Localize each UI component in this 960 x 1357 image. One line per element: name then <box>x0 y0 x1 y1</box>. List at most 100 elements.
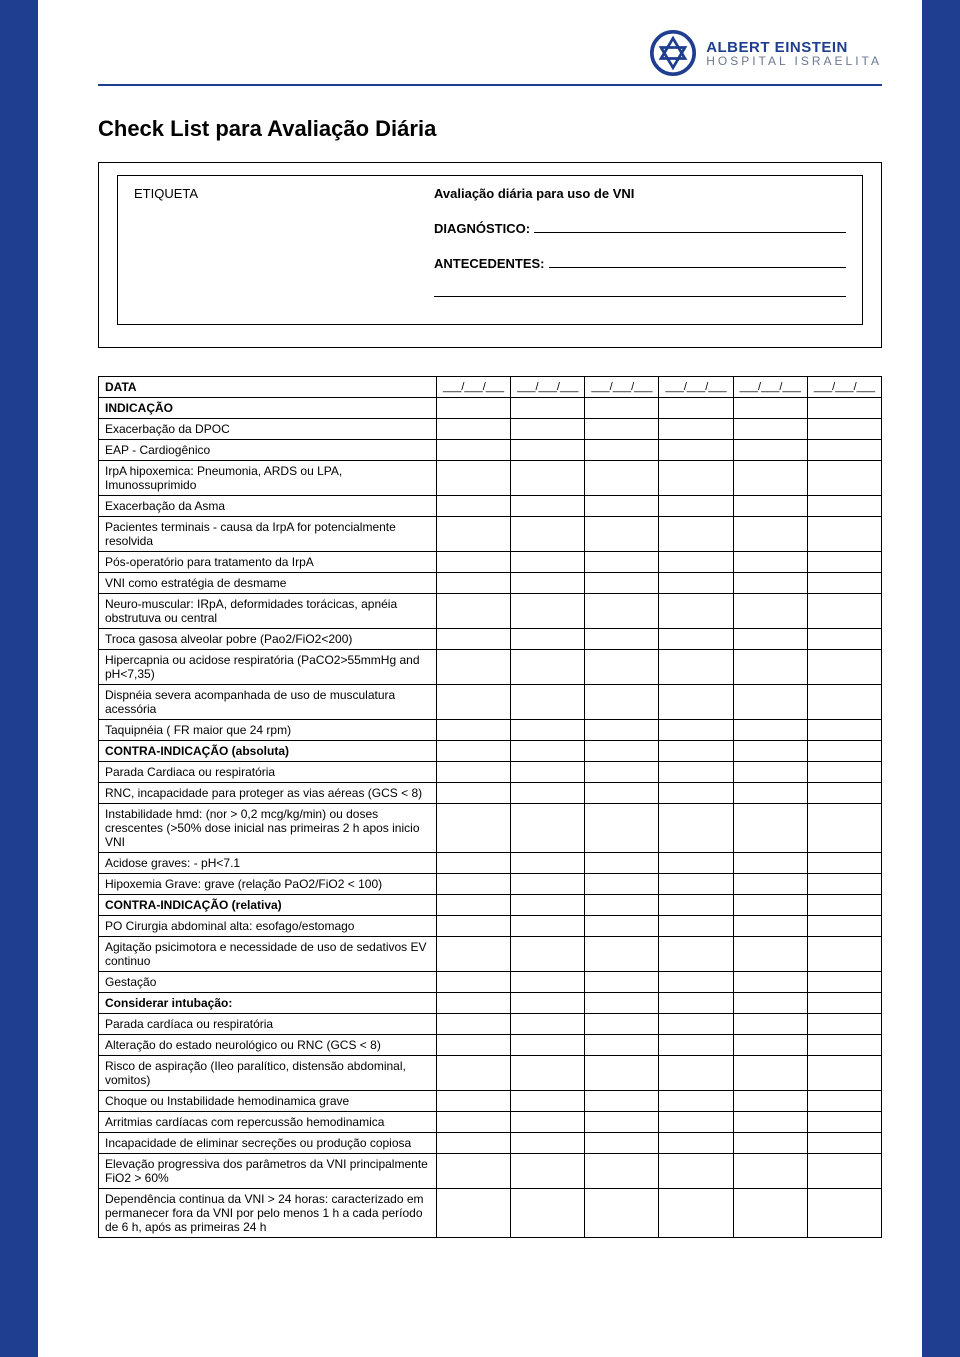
checkbox-cell[interactable] <box>659 594 733 629</box>
checkbox-cell[interactable] <box>733 552 807 573</box>
checkbox-cell[interactable] <box>511 762 585 783</box>
checkbox-cell[interactable] <box>733 783 807 804</box>
checkbox-cell[interactable] <box>733 1014 807 1035</box>
checkbox-cell[interactable] <box>659 1091 733 1112</box>
checkbox-cell[interactable] <box>733 517 807 552</box>
checkbox-cell[interactable] <box>659 804 733 853</box>
checkbox-cell[interactable] <box>807 552 881 573</box>
checkbox-cell[interactable] <box>511 895 585 916</box>
checkbox-cell[interactable] <box>511 937 585 972</box>
checkbox-cell[interactable] <box>585 440 659 461</box>
checkbox-cell[interactable] <box>807 762 881 783</box>
checkbox-cell[interactable] <box>807 741 881 762</box>
checkbox-cell[interactable] <box>585 650 659 685</box>
checkbox-cell[interactable] <box>585 853 659 874</box>
checkbox-cell[interactable] <box>511 874 585 895</box>
checkbox-cell[interactable] <box>511 1091 585 1112</box>
checkbox-cell[interactable] <box>659 762 733 783</box>
checkbox-cell[interactable] <box>511 552 585 573</box>
checkbox-cell[interactable] <box>807 937 881 972</box>
checkbox-cell[interactable] <box>585 972 659 993</box>
checkbox-cell[interactable] <box>585 461 659 496</box>
checkbox-cell[interactable] <box>511 783 585 804</box>
checkbox-cell[interactable] <box>511 419 585 440</box>
checkbox-cell[interactable] <box>436 1189 510 1238</box>
checkbox-cell[interactable] <box>511 496 585 517</box>
checkbox-cell[interactable] <box>807 720 881 741</box>
checkbox-cell[interactable] <box>807 1112 881 1133</box>
checkbox-cell[interactable] <box>733 650 807 685</box>
checkbox-cell[interactable] <box>659 650 733 685</box>
checkbox-cell[interactable] <box>436 895 510 916</box>
checkbox-cell[interactable] <box>585 741 659 762</box>
checkbox-cell[interactable] <box>733 993 807 1014</box>
checkbox-cell[interactable] <box>733 804 807 853</box>
checkbox-cell[interactable] <box>436 594 510 629</box>
checkbox-cell[interactable] <box>733 874 807 895</box>
checkbox-cell[interactable] <box>585 783 659 804</box>
checkbox-cell[interactable] <box>733 573 807 594</box>
checkbox-cell[interactable] <box>659 1056 733 1091</box>
checkbox-cell[interactable] <box>807 993 881 1014</box>
checkbox-cell[interactable] <box>659 874 733 895</box>
checkbox-cell[interactable] <box>511 517 585 552</box>
antecedentes-blank-2[interactable] <box>434 285 846 297</box>
checkbox-cell[interactable] <box>436 461 510 496</box>
checkbox-cell[interactable] <box>659 895 733 916</box>
checkbox-cell[interactable] <box>436 398 510 419</box>
checkbox-cell[interactable] <box>436 517 510 552</box>
checkbox-cell[interactable] <box>733 419 807 440</box>
checkbox-cell[interactable] <box>436 741 510 762</box>
checkbox-cell[interactable] <box>585 573 659 594</box>
checkbox-cell[interactable] <box>659 1189 733 1238</box>
checkbox-cell[interactable] <box>659 853 733 874</box>
checkbox-cell[interactable] <box>659 1133 733 1154</box>
checkbox-cell[interactable] <box>585 398 659 419</box>
checkbox-cell[interactable] <box>511 1014 585 1035</box>
checkbox-cell[interactable] <box>436 762 510 783</box>
checkbox-cell[interactable] <box>585 517 659 552</box>
checkbox-cell[interactable] <box>511 461 585 496</box>
checkbox-cell[interactable] <box>585 1091 659 1112</box>
checkbox-cell[interactable] <box>511 594 585 629</box>
checkbox-cell[interactable] <box>585 1189 659 1238</box>
checkbox-cell[interactable] <box>807 573 881 594</box>
antecedentes-blank-1[interactable] <box>549 256 846 268</box>
checkbox-cell[interactable] <box>807 650 881 685</box>
checkbox-cell[interactable] <box>733 1056 807 1091</box>
checkbox-cell[interactable] <box>659 573 733 594</box>
checkbox-cell[interactable] <box>659 398 733 419</box>
checkbox-cell[interactable] <box>733 594 807 629</box>
checkbox-cell[interactable] <box>585 629 659 650</box>
checkbox-cell[interactable] <box>733 720 807 741</box>
checkbox-cell[interactable] <box>436 1091 510 1112</box>
checkbox-cell[interactable] <box>659 1154 733 1189</box>
checkbox-cell[interactable] <box>585 874 659 895</box>
checkbox-cell[interactable] <box>807 916 881 937</box>
checkbox-cell[interactable] <box>807 804 881 853</box>
checkbox-cell[interactable] <box>659 1035 733 1056</box>
checkbox-cell[interactable] <box>585 804 659 853</box>
checkbox-cell[interactable] <box>585 720 659 741</box>
checkbox-cell[interactable] <box>436 629 510 650</box>
checkbox-cell[interactable] <box>511 720 585 741</box>
checkbox-cell[interactable] <box>511 398 585 419</box>
checkbox-cell[interactable] <box>511 916 585 937</box>
checkbox-cell[interactable] <box>585 993 659 1014</box>
checkbox-cell[interactable] <box>511 804 585 853</box>
checkbox-cell[interactable] <box>659 496 733 517</box>
checkbox-cell[interactable] <box>436 783 510 804</box>
checkbox-cell[interactable] <box>807 972 881 993</box>
checkbox-cell[interactable] <box>807 853 881 874</box>
checkbox-cell[interactable] <box>733 1189 807 1238</box>
checkbox-cell[interactable] <box>436 1133 510 1154</box>
checkbox-cell[interactable] <box>807 783 881 804</box>
checkbox-cell[interactable] <box>585 895 659 916</box>
checkbox-cell[interactable] <box>659 783 733 804</box>
checkbox-cell[interactable] <box>733 398 807 419</box>
checkbox-cell[interactable] <box>733 685 807 720</box>
diagnostico-blank[interactable] <box>534 221 846 233</box>
checkbox-cell[interactable] <box>733 741 807 762</box>
checkbox-cell[interactable] <box>436 916 510 937</box>
checkbox-cell[interactable] <box>585 762 659 783</box>
